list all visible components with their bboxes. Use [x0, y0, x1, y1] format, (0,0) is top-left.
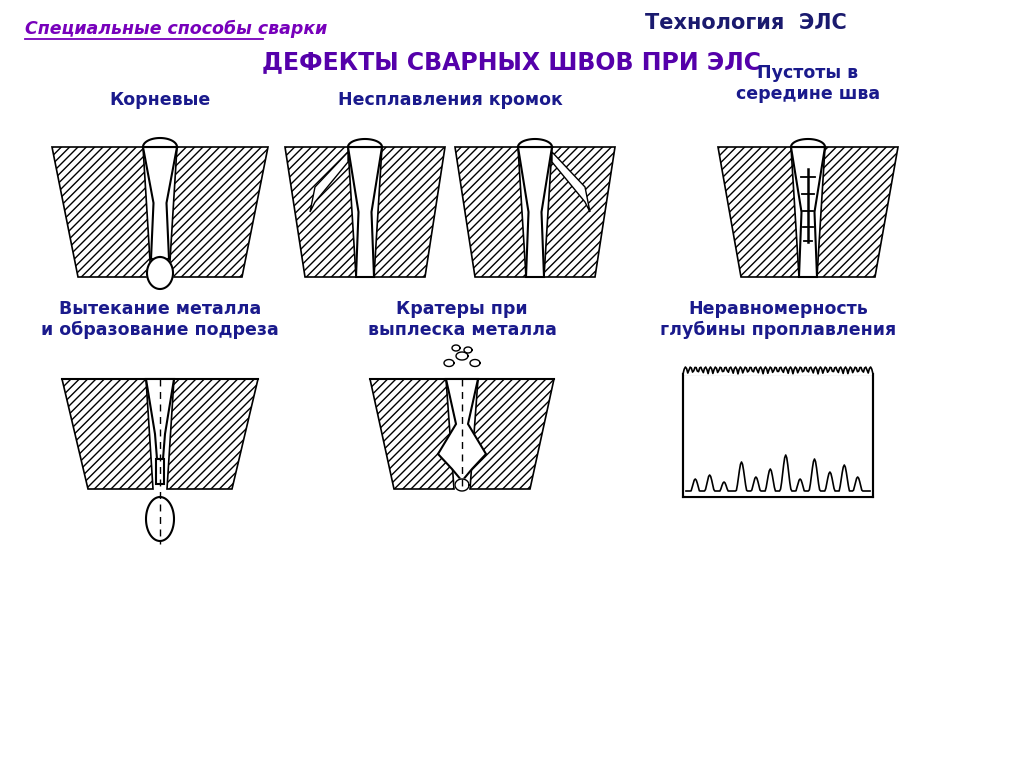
Text: Специальные способы сварки: Специальные способы сварки [25, 20, 328, 38]
Polygon shape [374, 147, 445, 277]
Polygon shape [544, 147, 615, 277]
Polygon shape [156, 459, 164, 484]
Polygon shape [455, 479, 469, 491]
Polygon shape [791, 147, 825, 277]
Polygon shape [470, 379, 554, 489]
Polygon shape [143, 138, 177, 147]
Polygon shape [147, 257, 173, 289]
Polygon shape [370, 379, 454, 489]
Polygon shape [552, 152, 590, 212]
Polygon shape [518, 147, 552, 277]
Polygon shape [167, 379, 258, 489]
Text: Кратеры при
выплеска металла: Кратеры при выплеска металла [368, 300, 556, 339]
Polygon shape [285, 147, 356, 277]
Polygon shape [718, 147, 799, 277]
Polygon shape [310, 152, 348, 212]
Text: Корневые: Корневые [110, 91, 211, 109]
Polygon shape [348, 147, 382, 277]
Polygon shape [455, 147, 526, 277]
Polygon shape [62, 379, 153, 489]
Polygon shape [146, 379, 174, 459]
Polygon shape [143, 147, 177, 259]
Polygon shape [470, 360, 480, 367]
Polygon shape [464, 347, 472, 353]
Polygon shape [452, 345, 460, 351]
Polygon shape [169, 147, 268, 277]
Polygon shape [683, 374, 873, 497]
Polygon shape [52, 147, 151, 277]
Text: Неравномерность
глубины проплавления: Неравномерность глубины проплавления [659, 300, 896, 339]
Polygon shape [444, 360, 454, 367]
Text: ДЕФЕКТЫ СВАРНЫХ ШВОВ ПРИ ЭЛС: ДЕФЕКТЫ СВАРНЫХ ШВОВ ПРИ ЭЛС [262, 50, 762, 74]
Polygon shape [456, 352, 468, 360]
Polygon shape [438, 379, 486, 481]
Polygon shape [518, 139, 552, 147]
Polygon shape [348, 139, 382, 147]
Polygon shape [817, 147, 898, 277]
Text: Несплавления кромок: Несплавления кромок [338, 91, 562, 109]
Polygon shape [146, 497, 174, 541]
Polygon shape [791, 139, 825, 147]
Text: Технология  ЭЛС: Технология ЭЛС [645, 13, 847, 33]
Text: Пустоты в
середине шва: Пустоты в середине шва [736, 64, 880, 103]
Text: Вытекание металла
и образование подреза: Вытекание металла и образование подреза [41, 300, 279, 339]
